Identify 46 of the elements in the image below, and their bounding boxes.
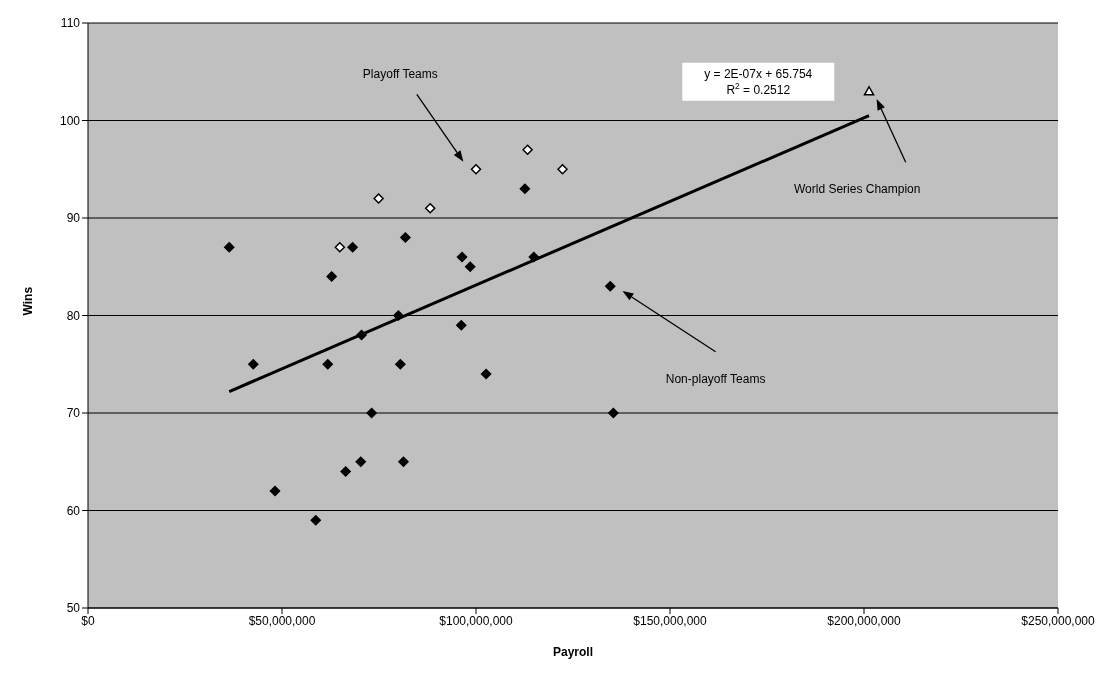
y-tick-label: 60 bbox=[66, 503, 81, 518]
point bbox=[400, 232, 411, 243]
point bbox=[223, 242, 235, 253]
point bbox=[557, 164, 568, 175]
point bbox=[322, 359, 334, 370]
point bbox=[605, 281, 616, 292]
point bbox=[395, 359, 406, 370]
point bbox=[608, 407, 619, 419]
x-tick-label: $200,000,000 bbox=[827, 613, 902, 628]
point bbox=[456, 251, 468, 263]
y-tick-label: 80 bbox=[66, 308, 81, 323]
point bbox=[334, 242, 346, 253]
x-tick-label: $150,000,000 bbox=[633, 613, 708, 628]
x-tick-label: $100,000,000 bbox=[439, 613, 514, 628]
x-tick-label: $250,000,000 bbox=[1021, 613, 1096, 628]
point bbox=[863, 86, 875, 96]
annotation: World Series Champion bbox=[793, 181, 921, 196]
point bbox=[248, 359, 259, 370]
point bbox=[480, 368, 492, 380]
point bbox=[470, 164, 482, 175]
x-axis-title: Payroll bbox=[552, 645, 594, 659]
y-tick-label: 70 bbox=[66, 406, 81, 421]
x-tick-label: $0 bbox=[81, 613, 95, 628]
point bbox=[355, 456, 367, 467]
annotation: Non-playoff Teams bbox=[665, 371, 766, 386]
annotation: y = 2E-07x + 65.754 R$^{2}$ = 0.2512 bbox=[704, 66, 813, 97]
x-tick-label: $50,000,000 bbox=[248, 613, 316, 628]
y-tick-label: 90 bbox=[66, 211, 81, 226]
point bbox=[347, 242, 358, 253]
point bbox=[522, 144, 533, 155]
y-tick-label: 110 bbox=[60, 16, 81, 31]
point bbox=[366, 407, 377, 419]
point bbox=[326, 271, 337, 282]
point bbox=[310, 515, 322, 526]
point bbox=[269, 485, 281, 497]
annotation: Playoff Teams bbox=[362, 67, 438, 82]
point bbox=[464, 261, 476, 272]
point bbox=[398, 456, 409, 467]
point bbox=[424, 203, 436, 214]
y-tick-label: 100 bbox=[59, 113, 81, 128]
point bbox=[340, 466, 351, 477]
point bbox=[456, 320, 467, 331]
point bbox=[373, 193, 384, 204]
point bbox=[519, 183, 531, 194]
y-axis-title: Wins bbox=[21, 286, 36, 316]
y-tick-label: 50 bbox=[66, 601, 81, 616]
